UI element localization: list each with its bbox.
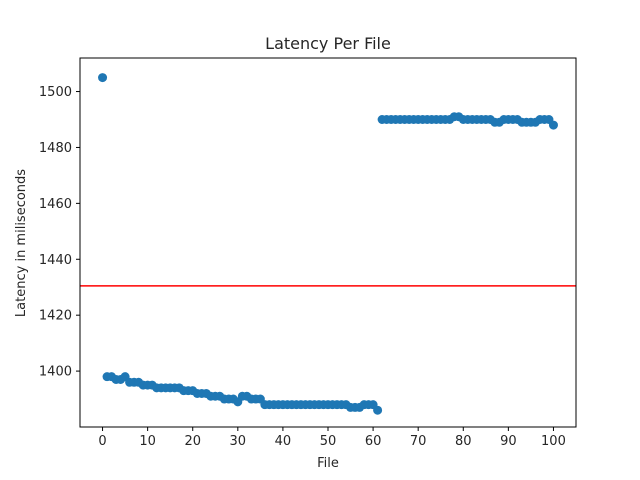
x-tick-label: 50 [320,434,337,449]
data-point [548,120,558,130]
x-tick-label: 0 [98,434,106,449]
x-tick-label: 40 [275,434,292,449]
x-tick-label: 90 [500,434,517,449]
x-tick-label: 30 [230,434,247,449]
y-tick-label: 1500 [39,85,72,100]
plot-area: 0 10 20 30 40 50 60 70 80 90 100 1400 1420 1440 1460 14… [39,57,577,449]
x-tick-label: 80 [455,434,472,449]
x-tick-label: 70 [410,434,427,449]
y-tick-label: 1400 [39,365,72,380]
data-point [373,405,383,415]
y-axis-label: Latency in miliseconds [14,169,29,317]
y-tick-label: 1420 [39,309,72,324]
y-tick-label: 1460 [39,197,72,212]
x-axis-label: File [317,456,339,471]
data-point [98,73,108,83]
x-tick-label: 60 [365,434,382,449]
x-tick-label: 20 [184,434,201,449]
x-tick-label: 10 [139,434,156,449]
x-tick-label: 100 [541,434,566,449]
chart-title: Latency Per File [265,34,391,53]
y-tick-label: 1440 [39,253,72,268]
y-tick-label: 1480 [39,141,72,156]
axes-frame [79,57,577,428]
